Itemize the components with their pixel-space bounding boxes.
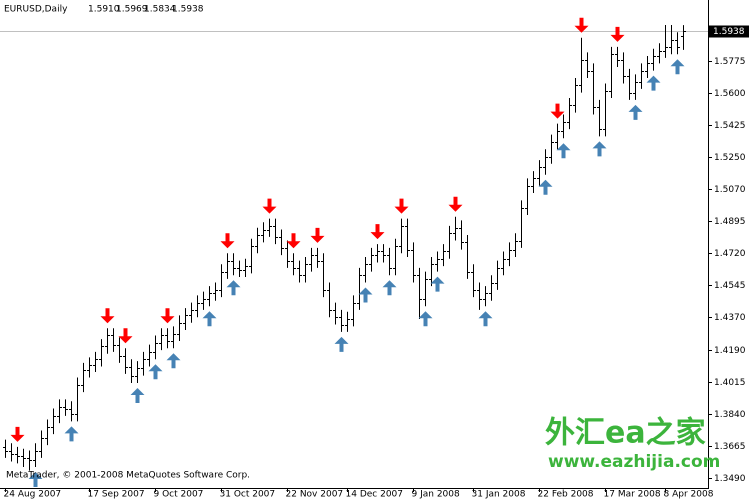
up-arrow — [418, 311, 433, 327]
x-tick-label: 9 Jan 2008 — [412, 490, 460, 500]
up-arrow — [556, 143, 571, 159]
down-arrow — [310, 227, 325, 243]
price-label-box — [709, 25, 749, 38]
x-tick-label: 31 Jan 2008 — [472, 490, 526, 500]
up-arrow — [670, 59, 685, 75]
y-tick-label: 1.5425 — [714, 121, 746, 131]
up-arrow — [382, 280, 397, 296]
y-tick-label: 1.4370 — [714, 313, 746, 323]
down-arrow — [448, 196, 463, 212]
down-arrow — [118, 328, 133, 344]
y-tick-label: 1.4015 — [714, 378, 746, 388]
x-tick-label: 9 Oct 2007 — [154, 490, 204, 500]
x-tick-label: 14 Dec 2007 — [346, 490, 404, 500]
up-arrow — [592, 141, 607, 157]
down-arrow — [394, 198, 409, 214]
plot — [0, 17, 708, 487]
price-label: 1.5938 — [713, 27, 745, 37]
up-arrow — [478, 311, 493, 327]
y-tick-label: 1.4190 — [714, 346, 746, 356]
y-tick-label: 1.3665 — [714, 442, 746, 452]
y-tick-label: 1.5250 — [714, 153, 746, 163]
x-tick-label: 31 Oct 2007 — [220, 490, 276, 500]
down-arrow — [160, 308, 175, 324]
y-tick-label: 1.4720 — [714, 249, 746, 259]
up-arrow — [166, 353, 181, 369]
down-arrow — [370, 224, 385, 240]
up-arrow — [148, 364, 163, 380]
up-arrow — [334, 336, 349, 352]
watermark-title: 外汇ea之家 — [545, 416, 706, 451]
down-arrow — [220, 233, 235, 249]
down-arrow — [610, 26, 625, 42]
up-arrow — [646, 75, 661, 91]
y-tick-label: 1.3840 — [714, 410, 746, 420]
ohlc-close: 1.5938 — [172, 5, 204, 15]
x-tick-label: 22 Feb 2008 — [538, 490, 594, 500]
y-tick-label: 1.5775 — [714, 57, 746, 67]
up-arrow — [64, 426, 79, 442]
x-tick-label: 24 Aug 2007 — [4, 490, 62, 500]
down-arrow — [286, 233, 301, 249]
up-arrow — [358, 287, 373, 303]
up-arrow — [202, 311, 217, 327]
down-arrow — [10, 426, 25, 442]
x-tick-label: 22 Nov 2007 — [286, 490, 344, 500]
down-arrow — [574, 17, 589, 33]
up-arrow — [130, 387, 145, 403]
watermark-url: www.eazhijia.com — [548, 452, 720, 472]
up-arrow — [226, 280, 241, 296]
ohlc-high: 1.5969 — [116, 5, 148, 15]
y-tick-label: 1.4895 — [714, 217, 746, 227]
down-arrow — [100, 308, 115, 324]
x-tick-label: 8 Apr 2008 — [664, 490, 714, 500]
up-arrow — [430, 276, 445, 292]
symbol: EURUSD,Daily — [4, 5, 68, 15]
down-arrow — [262, 198, 277, 214]
y-tick-label: 1.4545 — [714, 281, 746, 291]
up-arrow — [28, 471, 43, 487]
y-tick-label: 1.5070 — [714, 185, 746, 195]
up-arrow — [628, 104, 643, 120]
x-tick-label: 17 Sep 2007 — [88, 490, 145, 500]
x-tick-label: 17 Mar 2008 — [604, 490, 661, 500]
ohlc-open: 1.5910 — [88, 5, 120, 15]
copyright: MetaTrader, © 2001-2008 MetaQuotes Softw… — [6, 471, 250, 481]
down-arrow — [550, 103, 565, 119]
y-tick-label: 1.5600 — [714, 89, 746, 99]
ohlc-low: 1.5834 — [144, 5, 176, 15]
y-tick-label: 1.3490 — [714, 474, 746, 484]
up-arrow — [538, 179, 553, 195]
